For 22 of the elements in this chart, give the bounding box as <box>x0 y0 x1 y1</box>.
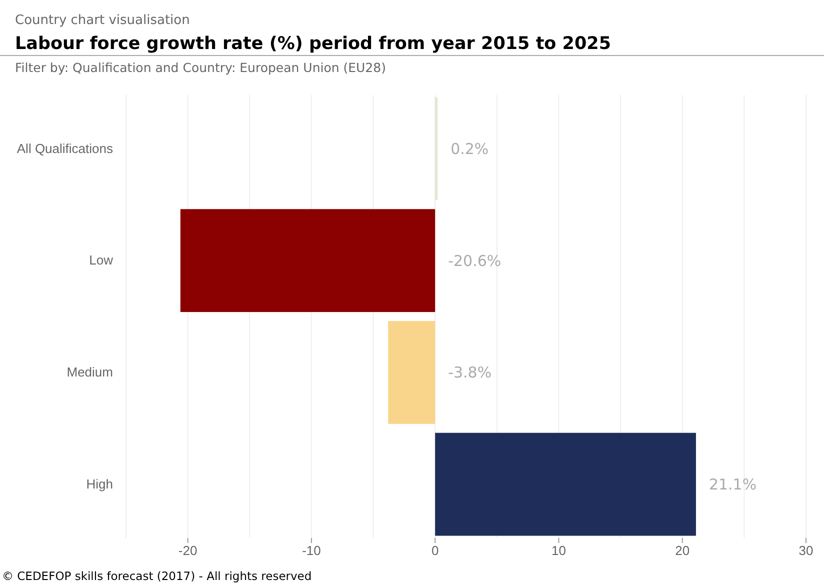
y-tick-label: High <box>86 476 113 492</box>
text: © CEDEFOP skills forecast (2017) - All rights reserved <box>2 569 312 583</box>
text: Filter by: Qualification and Country: European Union (EU28) <box>15 60 386 75</box>
y-tick-label: Low <box>89 252 114 268</box>
x-tick-label: 0 <box>431 543 439 558</box>
y-tick-label: All Qualifications <box>16 140 114 156</box>
bar <box>180 209 436 312</box>
x-tick-label: -10 <box>302 543 321 558</box>
bar <box>435 97 438 200</box>
y-tick-label: Medium <box>66 364 113 380</box>
x-tick-label: -20 <box>178 543 198 558</box>
data-label: -20.6% <box>448 252 502 270</box>
x-tick-label: 10 <box>551 543 566 558</box>
chart-title: Labour force growth rate (%) period from year 2015 to 2025 <box>15 34 611 54</box>
bar <box>435 432 696 536</box>
chart-subtitle: Country chart visualisation <box>15 13 190 28</box>
data-label: 21.1% <box>708 476 757 494</box>
data-label: -3.8% <box>448 364 492 382</box>
x-tick-label: 20 <box>675 543 690 558</box>
x-tick-label: 30 <box>798 543 814 558</box>
bar <box>388 320 436 424</box>
data-label: 0.2% <box>450 140 489 158</box>
